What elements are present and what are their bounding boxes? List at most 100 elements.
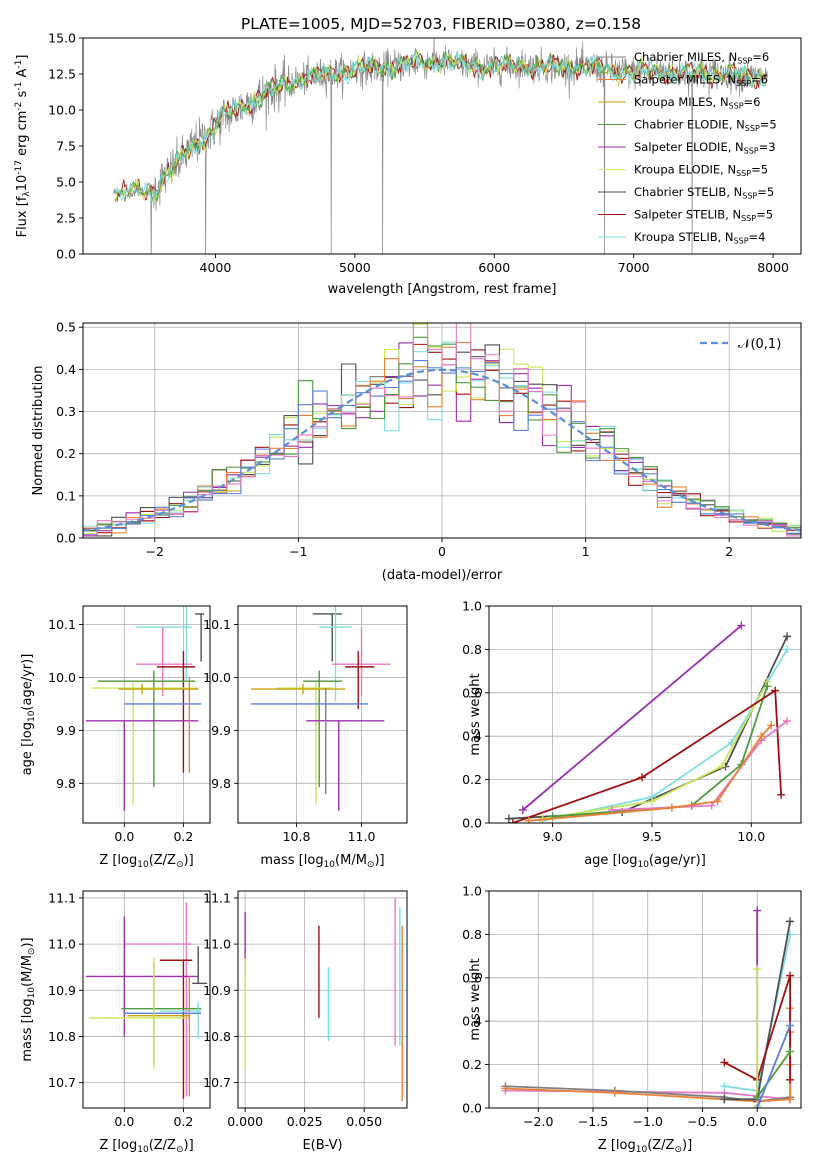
weight-series bbox=[508, 686, 786, 823]
y-tick-label: 0.0 bbox=[462, 816, 482, 831]
legend-entry: Salpeter MILES, NSSP​=6 bbox=[634, 73, 768, 89]
x-tick-label: 0.0 bbox=[114, 1114, 134, 1129]
spectrum-legend: Chabrier MILES, NSSP​=6 Salpeter MILES, N… bbox=[598, 50, 777, 246]
y-tick-label: 0.2 bbox=[56, 446, 76, 461]
x-tick-label: 7000 bbox=[618, 260, 650, 275]
x-tick-label: 5000 bbox=[339, 260, 371, 275]
x-tick-label: 1 bbox=[582, 544, 590, 559]
weight-series bbox=[753, 965, 762, 1108]
errorbar-point bbox=[85, 916, 199, 1037]
y-tick-label: 0.2 bbox=[462, 772, 482, 787]
chart-panels: 4000 5000 6000 7000 80000.02.55.07.510.012.5… bbox=[14, 31, 802, 1155]
errorbar-point bbox=[159, 959, 193, 1099]
weight-marker bbox=[783, 717, 792, 726]
y-tick-label: 1.0 bbox=[462, 884, 482, 899]
x-tick-label: 8000 bbox=[757, 260, 789, 275]
y-axis-label: Normed distribution bbox=[31, 366, 46, 496]
x-axis-label: age [log10​(age/yr)] bbox=[584, 853, 706, 870]
y-tick-label: 0.6 bbox=[462, 685, 482, 700]
y-tick-label: 9.9 bbox=[56, 723, 76, 738]
errorbar-point bbox=[159, 1001, 202, 1039]
y-tick-label: 10.0 bbox=[48, 670, 76, 685]
weight-marker bbox=[771, 686, 780, 695]
figure-title: PLATE=1005, MJD=52703, FIBERID=0380, z=0… bbox=[241, 15, 641, 33]
x-tick-label: 11.0 bbox=[348, 829, 376, 844]
x-axis-label: E(B-V) bbox=[302, 1138, 342, 1153]
axes-frame bbox=[82, 890, 211, 1109]
weight-line bbox=[508, 636, 788, 820]
errorbar-point bbox=[85, 720, 199, 811]
legend-entry: Chabrier ELODIE, NSSP​=5 bbox=[634, 118, 777, 134]
errorbar-point bbox=[312, 613, 342, 662]
y-tick-label: 10.1 bbox=[203, 617, 231, 632]
x-tick-label: −1 bbox=[289, 544, 307, 559]
y-tick-label: 10.7 bbox=[48, 1075, 76, 1090]
weight-marker bbox=[786, 971, 795, 980]
weight-line bbox=[522, 624, 742, 811]
histogram-series bbox=[83, 323, 801, 537]
y-tick-label: 9.8 bbox=[56, 776, 76, 791]
plot-area bbox=[251, 606, 391, 811]
y-tick-label: 10.7 bbox=[203, 1075, 231, 1090]
spectrum-data-line bbox=[113, 38, 768, 254]
x-tick-label: 6000 bbox=[478, 260, 510, 275]
x-axis-label: Z [log10​(Z/Z⊙​)] bbox=[99, 1138, 193, 1155]
x-tick-label: −2.0 bbox=[523, 1114, 553, 1129]
x-axis-label: Z [log10​(Z/Z⊙​)] bbox=[99, 853, 193, 870]
weight-marker bbox=[783, 645, 792, 654]
y-axis-label: Flux [fλ​10-17​ erg cm-2​ s-1​ A-1​] bbox=[14, 55, 32, 238]
x-tick-label: 9.5 bbox=[642, 829, 662, 844]
errorbar-point bbox=[91, 682, 199, 805]
y-tick-label: 0.0 bbox=[56, 247, 76, 262]
plot-area bbox=[504, 621, 792, 823]
weight-marker bbox=[524, 816, 533, 823]
weight-marker bbox=[777, 790, 786, 799]
mass-vs-ebv-chart: 0.000 0.025 0.050 10.7 10.8 10.9 11.0 11.1 E(B-V… bbox=[203, 890, 408, 1153]
legend-entry: Salpeter STELIB, NSSP​=5 bbox=[634, 208, 773, 224]
errorbar-point bbox=[192, 946, 208, 985]
weight-marker bbox=[753, 1093, 762, 1102]
x-tick-label: 10.8 bbox=[283, 829, 311, 844]
legend-entry: Chabrier MILES, NSSP​=6 bbox=[634, 50, 769, 66]
residuals-chart: −2 −1 0 1 2 0.0 0.1 0.2 0.3 0.4 0.5 (data-model)/er… bbox=[31, 320, 802, 583]
x-tick-label: 0.2 bbox=[173, 1114, 193, 1129]
plot-area bbox=[501, 906, 795, 1108]
age-vs-mass-chart: 10.8 11.0 9.8 9.9 10.0 10.1 mass [log10​(M/M⊙​… bbox=[203, 605, 408, 870]
plot-area bbox=[85, 606, 205, 811]
errorbar-point bbox=[319, 606, 352, 702]
weight-marker bbox=[638, 773, 647, 782]
y-tick-label: 5.0 bbox=[56, 175, 76, 190]
mass-vs-Z-chart: 0.0 0.2 10.7 10.8 10.9 11.0 11.1 Z [log10​(Z/Z⊙… bbox=[20, 890, 211, 1155]
weight-vs-Z-chart: −2.0 −1.5 −1.0 −0.5 0.0 0.0 0.2 0.4 0.6 0.8 1.0 Z [… bbox=[462, 884, 802, 1155]
y-tick-label: 0.4 bbox=[462, 729, 482, 744]
errorbar-point bbox=[306, 720, 385, 811]
weight-marker bbox=[667, 803, 676, 812]
y-tick-label: 12.5 bbox=[48, 67, 76, 82]
y-tick-label: 11.1 bbox=[48, 890, 76, 905]
y-tick-label: 10.9 bbox=[48, 983, 76, 998]
weight-marker bbox=[508, 819, 517, 823]
x-tick-label: 10.0 bbox=[737, 829, 765, 844]
y-axis-label: mass weight bbox=[468, 958, 483, 1040]
weight-marker bbox=[753, 906, 762, 915]
axes-frame bbox=[82, 605, 211, 824]
weight-line bbox=[512, 688, 782, 823]
weight-marker bbox=[713, 797, 722, 806]
weight-line bbox=[756, 1051, 791, 1098]
spectrum-chart: 4000 5000 6000 7000 8000 0.0 2.5 5.0 7.5 10.0 12.5… bbox=[14, 31, 802, 297]
weight-series bbox=[518, 621, 746, 814]
x-tick-label: 4000 bbox=[200, 260, 232, 275]
weight-marker bbox=[786, 1075, 795, 1084]
weight-series bbox=[753, 1047, 795, 1102]
axes-frame bbox=[488, 890, 802, 1109]
x-tick-label: 0.000 bbox=[227, 1114, 263, 1129]
weight-marker bbox=[610, 1088, 619, 1097]
y-tick-label: 2.5 bbox=[56, 211, 76, 226]
weight-marker bbox=[753, 1104, 762, 1108]
x-tick-label: 0.0 bbox=[114, 829, 134, 844]
axes-frame bbox=[488, 605, 802, 824]
legend-entry: Chabrier STELIB, NSSP​=5 bbox=[634, 185, 774, 201]
errorbar-point bbox=[195, 613, 205, 662]
y-tick-label: 0.4 bbox=[56, 362, 76, 377]
